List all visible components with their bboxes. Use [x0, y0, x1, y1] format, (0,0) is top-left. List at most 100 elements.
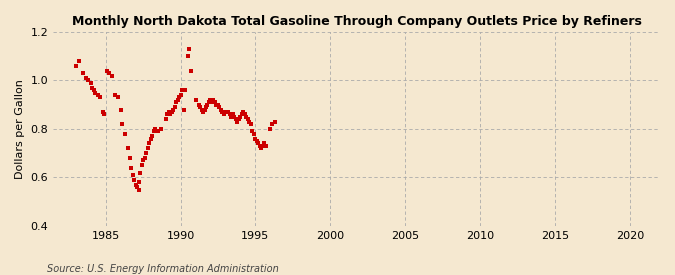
- Point: [194, 105, 205, 109]
- Point: [265, 127, 276, 131]
- Point: [175, 93, 186, 97]
- Point: [240, 112, 250, 117]
- Point: [109, 93, 120, 97]
- Point: [204, 100, 215, 104]
- Point: [124, 156, 135, 160]
- Point: [70, 64, 81, 68]
- Point: [136, 163, 147, 167]
- Point: [258, 144, 269, 148]
- Point: [193, 103, 204, 107]
- Point: [156, 127, 167, 131]
- Point: [99, 112, 109, 117]
- Point: [90, 90, 101, 95]
- Point: [103, 71, 114, 75]
- Point: [200, 105, 211, 109]
- Point: [129, 178, 140, 182]
- Point: [106, 73, 117, 78]
- Point: [102, 68, 113, 73]
- Point: [171, 100, 182, 104]
- Point: [150, 127, 161, 131]
- Point: [253, 141, 264, 146]
- Point: [226, 115, 237, 119]
- Point: [256, 146, 267, 150]
- Point: [247, 129, 258, 134]
- Point: [227, 112, 238, 117]
- Point: [140, 151, 151, 155]
- Point: [95, 95, 105, 100]
- Point: [210, 100, 221, 104]
- Point: [177, 88, 188, 92]
- Point: [229, 115, 240, 119]
- Point: [145, 136, 156, 141]
- Point: [161, 112, 172, 117]
- Point: [74, 59, 84, 63]
- Point: [117, 122, 128, 126]
- Point: [178, 107, 189, 112]
- Point: [208, 98, 219, 102]
- Point: [142, 146, 153, 150]
- Point: [236, 112, 247, 117]
- Point: [180, 88, 190, 92]
- Point: [160, 117, 171, 122]
- Text: Source: U.S. Energy Information Administration: Source: U.S. Energy Information Administ…: [47, 264, 279, 274]
- Point: [242, 117, 253, 122]
- Point: [172, 98, 183, 102]
- Point: [246, 122, 256, 126]
- Point: [82, 78, 93, 82]
- Point: [144, 141, 155, 146]
- Point: [261, 144, 271, 148]
- Point: [213, 103, 223, 107]
- Point: [248, 131, 259, 136]
- Point: [183, 54, 194, 58]
- Point: [219, 112, 230, 117]
- Point: [244, 119, 255, 124]
- Point: [92, 93, 103, 97]
- Point: [232, 119, 243, 124]
- Point: [217, 110, 228, 114]
- Point: [220, 110, 231, 114]
- Y-axis label: Dollars per Gallon: Dollars per Gallon: [15, 79, 25, 179]
- Point: [214, 105, 225, 109]
- Point: [169, 105, 180, 109]
- Point: [78, 71, 88, 75]
- Point: [190, 98, 201, 102]
- Point: [241, 115, 252, 119]
- Point: [115, 107, 126, 112]
- Point: [234, 117, 244, 122]
- Point: [126, 166, 136, 170]
- Point: [250, 136, 261, 141]
- Point: [133, 187, 144, 192]
- Point: [127, 173, 138, 177]
- Point: [134, 180, 144, 185]
- Point: [223, 110, 234, 114]
- Point: [119, 131, 130, 136]
- Point: [202, 103, 213, 107]
- Point: [123, 146, 134, 150]
- Point: [269, 119, 280, 124]
- Point: [85, 81, 96, 85]
- Point: [184, 47, 194, 51]
- Point: [254, 144, 265, 148]
- Point: [135, 170, 146, 175]
- Point: [196, 107, 207, 112]
- Point: [225, 112, 236, 117]
- Point: [148, 129, 159, 134]
- Point: [235, 115, 246, 119]
- Point: [97, 110, 108, 114]
- Point: [238, 110, 249, 114]
- Point: [199, 107, 210, 112]
- Point: [130, 183, 141, 187]
- Point: [153, 129, 163, 134]
- Point: [166, 110, 177, 114]
- Point: [146, 134, 157, 138]
- Point: [252, 139, 263, 143]
- Point: [215, 107, 226, 112]
- Point: [138, 158, 148, 163]
- Point: [139, 156, 150, 160]
- Point: [198, 110, 209, 114]
- Point: [86, 86, 97, 90]
- Point: [165, 112, 176, 117]
- Point: [173, 95, 184, 100]
- Point: [259, 141, 270, 146]
- Point: [211, 103, 222, 107]
